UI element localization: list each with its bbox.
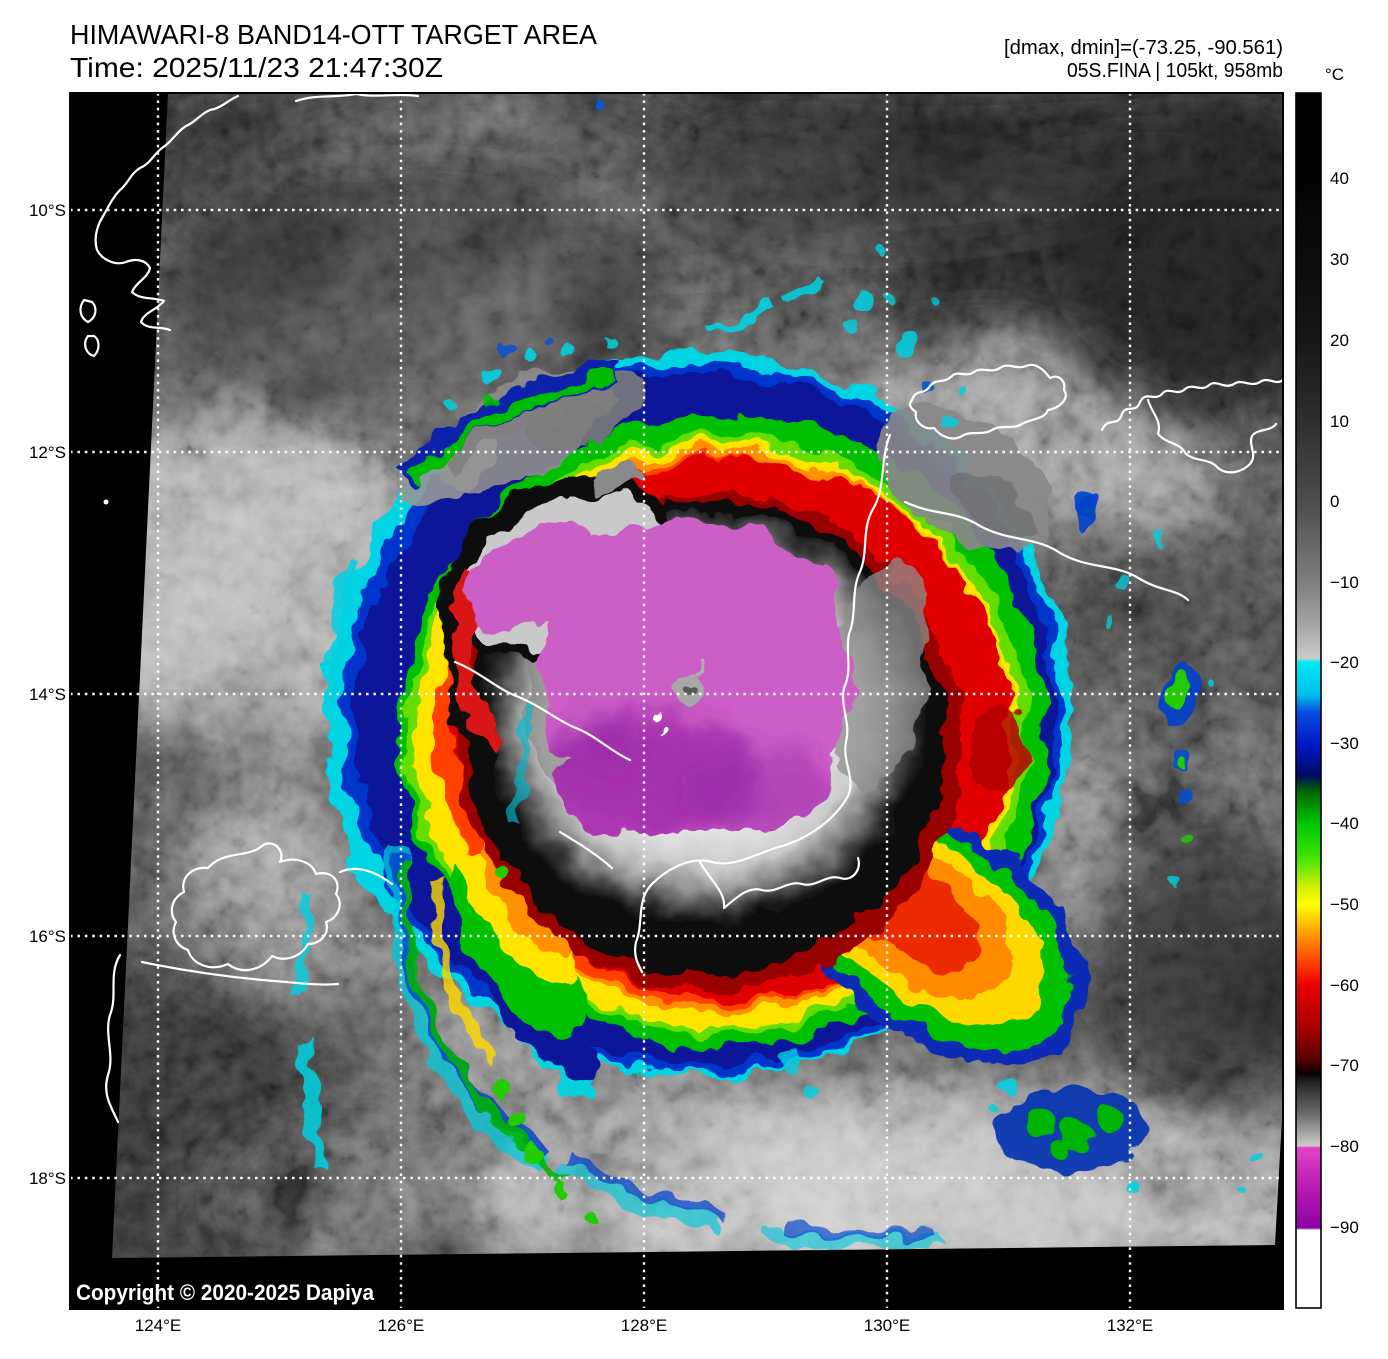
- svg-text:−80: −80: [1330, 1137, 1359, 1156]
- svg-text:[dmax, dmin]=(-73.25, -90.561): [dmax, dmin]=(-73.25, -90.561): [1004, 37, 1283, 59]
- svg-text:12°S: 12°S: [29, 443, 66, 462]
- svg-text:128°E: 128°E: [621, 1316, 668, 1335]
- svg-text:10°S: 10°S: [29, 201, 66, 220]
- svg-text:10: 10: [1330, 412, 1349, 431]
- svg-text:−50: −50: [1330, 895, 1359, 914]
- svg-text:HIMAWARI-8 BAND14-OTT TARGET A: HIMAWARI-8 BAND14-OTT TARGET AREA: [70, 19, 597, 50]
- svg-text:18°S: 18°S: [29, 1169, 66, 1188]
- svg-text:−90: −90: [1330, 1218, 1359, 1237]
- svg-text:−30: −30: [1330, 734, 1359, 753]
- svg-text:−60: −60: [1330, 976, 1359, 995]
- svg-text:30: 30: [1330, 250, 1349, 269]
- svg-text:16°S: 16°S: [29, 927, 66, 946]
- svg-text:40: 40: [1330, 169, 1349, 188]
- svg-text:−10: −10: [1330, 573, 1359, 592]
- svg-text:−20: −20: [1330, 653, 1359, 672]
- svg-text:0: 0: [1330, 492, 1339, 511]
- svg-text:132°E: 132°E: [1107, 1316, 1154, 1335]
- svg-text:Copyright © 2020-2025 Dapiya: Copyright © 2020-2025 Dapiya: [76, 1280, 375, 1305]
- svg-text:05S.FINA | 105kt, 958mb: 05S.FINA | 105kt, 958mb: [1067, 60, 1283, 82]
- svg-text:130°E: 130°E: [864, 1316, 911, 1335]
- svg-text:Time: 2025/11/23 21:47:30Z: Time: 2025/11/23 21:47:30Z: [70, 52, 443, 83]
- svg-text:−40: −40: [1330, 814, 1359, 833]
- svg-text:14°S: 14°S: [29, 685, 66, 704]
- svg-text:126°E: 126°E: [378, 1316, 425, 1335]
- svg-text:124°E: 124°E: [135, 1316, 182, 1335]
- svg-text:−70: −70: [1330, 1056, 1359, 1075]
- svg-text:°C: °C: [1325, 65, 1344, 84]
- svg-text:20: 20: [1330, 331, 1349, 350]
